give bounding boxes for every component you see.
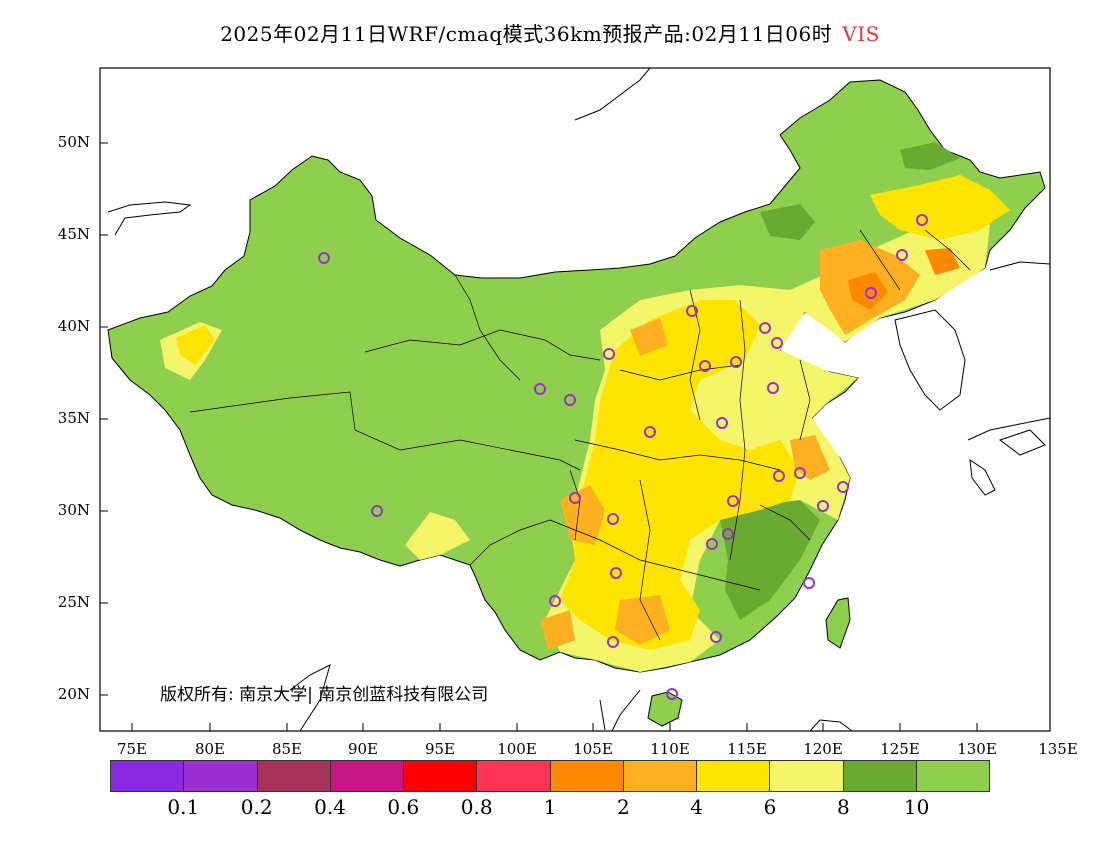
lat-label: 40N xyxy=(57,317,90,335)
legend-label: 1 xyxy=(543,795,557,819)
lon-label: 120E xyxy=(803,740,843,758)
legend-label: 4 xyxy=(690,795,704,819)
lon-label: 135E xyxy=(1038,740,1078,758)
legend-swatch xyxy=(184,761,258,791)
legend-swatch xyxy=(257,761,331,791)
vis-band-2-4 xyxy=(540,240,920,650)
legend-label: 2 xyxy=(616,795,630,819)
copyright-text: 版权所有: 南京大学| 南京创蓝科技有限公司 xyxy=(160,685,489,705)
legend-label: 0.4 xyxy=(314,795,346,819)
legend-colorbar xyxy=(110,760,990,792)
lat-label: 35N xyxy=(57,409,90,427)
legend-swatch xyxy=(843,761,917,791)
title-text: 2025年02月11日WRF/cmaq模式36km预报产品:02月11日06时 xyxy=(220,22,833,46)
vis-band-6-8 xyxy=(160,210,990,672)
lon-label: 85E xyxy=(271,740,303,758)
legend-swatch xyxy=(623,761,697,791)
legend-label: 8 xyxy=(836,795,850,819)
legend-label: 6 xyxy=(763,795,777,819)
lat-label: 30N xyxy=(57,501,90,519)
vis-band-8-10 xyxy=(612,142,960,620)
lon-label: 130E xyxy=(957,740,997,758)
lat-label: 45N xyxy=(57,225,90,243)
lon-label: 95E xyxy=(424,740,456,758)
lat-ticks xyxy=(100,142,108,696)
legend-swatch xyxy=(111,761,185,791)
legend-swatch xyxy=(550,761,624,791)
neighbour-outlines xyxy=(107,68,1050,731)
city-markers xyxy=(318,214,928,700)
lon-label: 75E xyxy=(116,740,148,758)
legend-label: 0.1 xyxy=(167,795,200,819)
lat-label: 20N xyxy=(57,685,90,703)
variable-label: VIS xyxy=(842,22,880,46)
lon-label: 110E xyxy=(650,740,690,758)
legend-label: 0.8 xyxy=(460,795,493,819)
legend-swatch xyxy=(477,761,551,791)
taiwan-island xyxy=(825,597,851,649)
legend-swatch xyxy=(697,761,771,791)
legend-swatch xyxy=(916,761,989,791)
legend-label: 0.6 xyxy=(387,795,420,819)
map-frame xyxy=(99,67,1051,732)
province-boundaries xyxy=(189,229,971,641)
legend-label: 10 xyxy=(903,795,930,819)
lon-label: 80E xyxy=(194,740,226,758)
lon-label: 125E xyxy=(880,740,920,758)
legend-swatch xyxy=(770,761,844,791)
legend-swatch xyxy=(404,761,478,791)
lon-label: 90E xyxy=(347,740,379,758)
lon-label: 115E xyxy=(727,740,767,758)
legend-label: 0.2 xyxy=(240,795,273,819)
lon-label: 100E xyxy=(497,740,537,758)
map-title: 2025年02月11日WRF/cmaq模式36km预报产品:02月11日06时 V… xyxy=(0,18,1100,47)
legend-swatch xyxy=(330,761,404,791)
lon-ticks xyxy=(131,723,978,731)
lat-label: 50N xyxy=(57,133,90,151)
lon-label: 105E xyxy=(573,740,613,758)
lat-label: 25N xyxy=(57,593,90,611)
